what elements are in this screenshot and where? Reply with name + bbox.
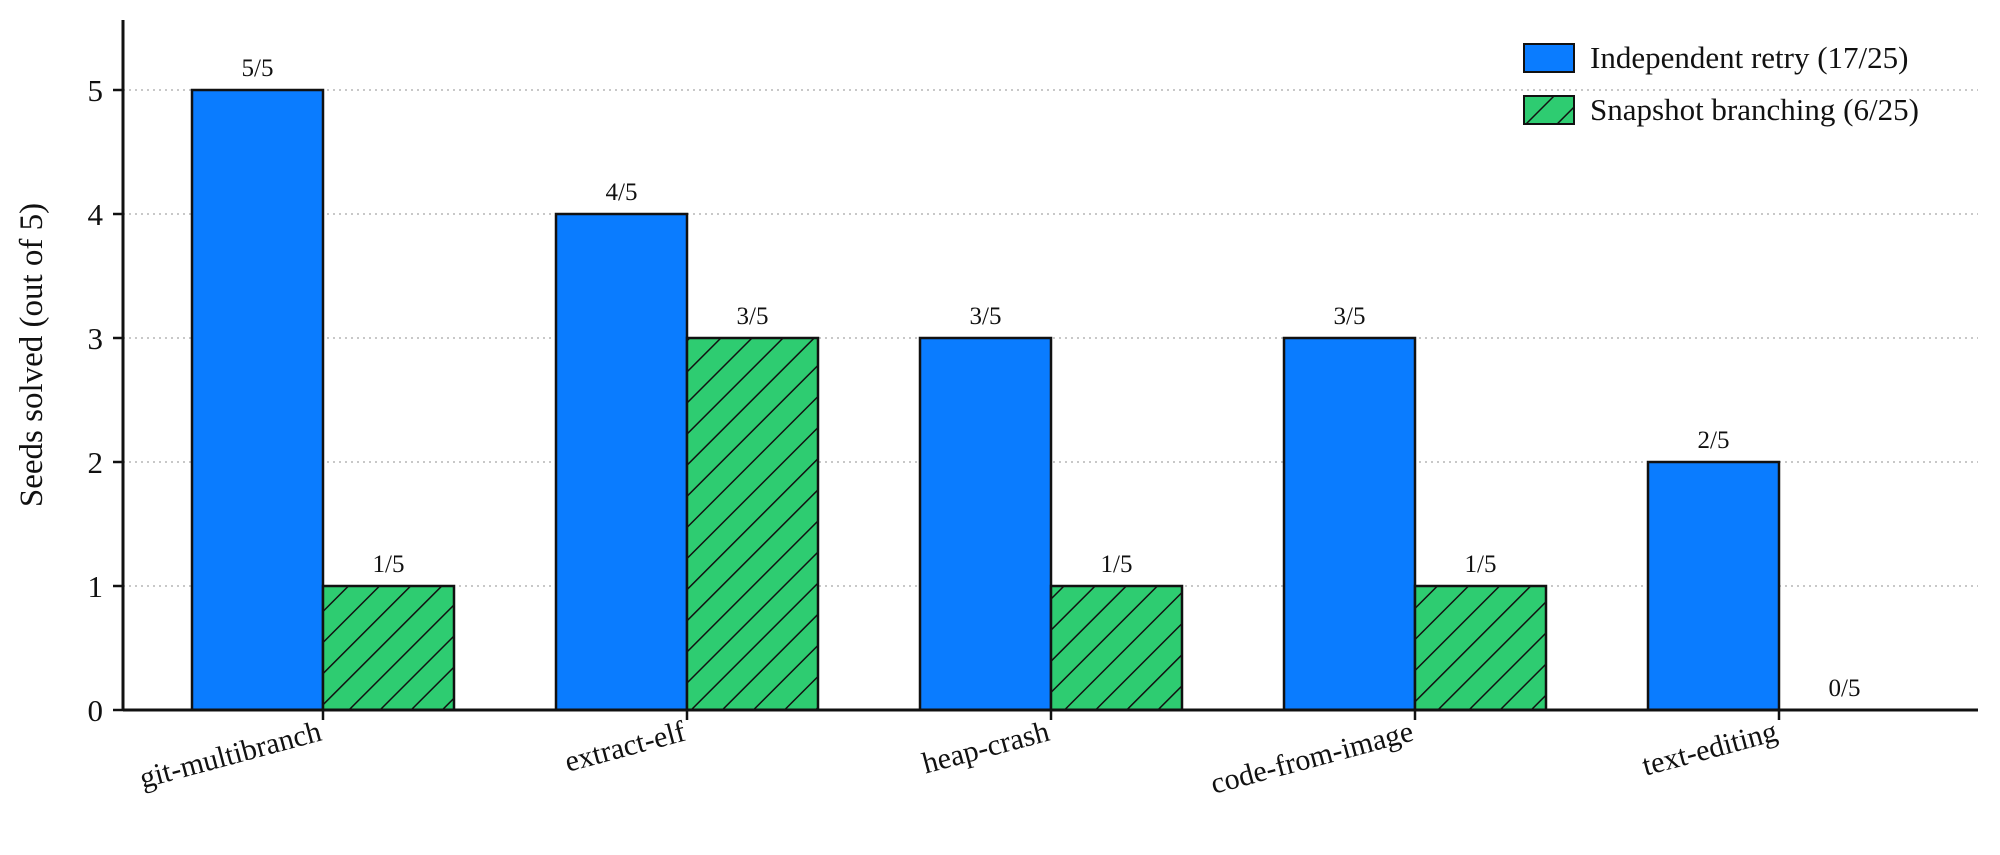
y-axis-title: Seeds solved (out of 5) — [14, 203, 50, 507]
legend: Independent retry (17/25) Snapshot branch… — [1523, 40, 1919, 127]
bar-value-label: 2/5 — [1698, 427, 1730, 454]
bar-value-label: 3/5 — [737, 303, 769, 330]
bar-value-label: 1/5 — [1465, 551, 1497, 578]
x-tick-label: heap-crash — [919, 715, 1053, 781]
y-tick-label: 0 — [88, 693, 104, 728]
bar-value-label: 1/5 — [1101, 551, 1133, 578]
bar — [1413, 584, 1548, 712]
bar — [1646, 460, 1781, 712]
y-tick-label: 5 — [88, 73, 104, 108]
legend-label: Independent retry (17/25) — [1590, 40, 1909, 75]
bar-value-label: 3/5 — [1334, 303, 1366, 330]
x-tick-label: code-from-image — [1207, 715, 1417, 801]
legend-swatch — [1523, 95, 1575, 125]
y-tick-label: 3 — [88, 321, 104, 356]
bar — [321, 584, 456, 712]
y-tick-label: 1 — [88, 569, 104, 604]
bar — [918, 336, 1053, 712]
bar — [554, 212, 689, 712]
y-tick-label: 2 — [88, 445, 104, 480]
legend-label: Snapshot branching (6/25) — [1590, 92, 1919, 127]
bar-value-label: 0/5 — [1829, 675, 1861, 702]
bar-value-label: 3/5 — [970, 303, 1002, 330]
x-tick-label: git-multibranch — [136, 715, 325, 795]
bar-value-label: 1/5 — [373, 551, 405, 578]
bar — [1282, 336, 1417, 712]
x-tick-label: text-editing — [1639, 715, 1781, 783]
bar-value-labels: 5/5 4/5 3/5 3/5 2/5 1/5 3/5 1/5 1/5 0/5 — [242, 55, 1861, 702]
x-tick-label: extract-elf — [561, 715, 689, 779]
bar — [190, 88, 325, 712]
legend-swatch — [1523, 43, 1575, 73]
bar-value-label: 5/5 — [242, 55, 274, 82]
bar — [685, 336, 820, 712]
y-tick-label: 4 — [88, 197, 104, 232]
bar — [1049, 584, 1184, 712]
bar-value-label: 4/5 — [606, 179, 638, 206]
bars — [190, 88, 1781, 712]
